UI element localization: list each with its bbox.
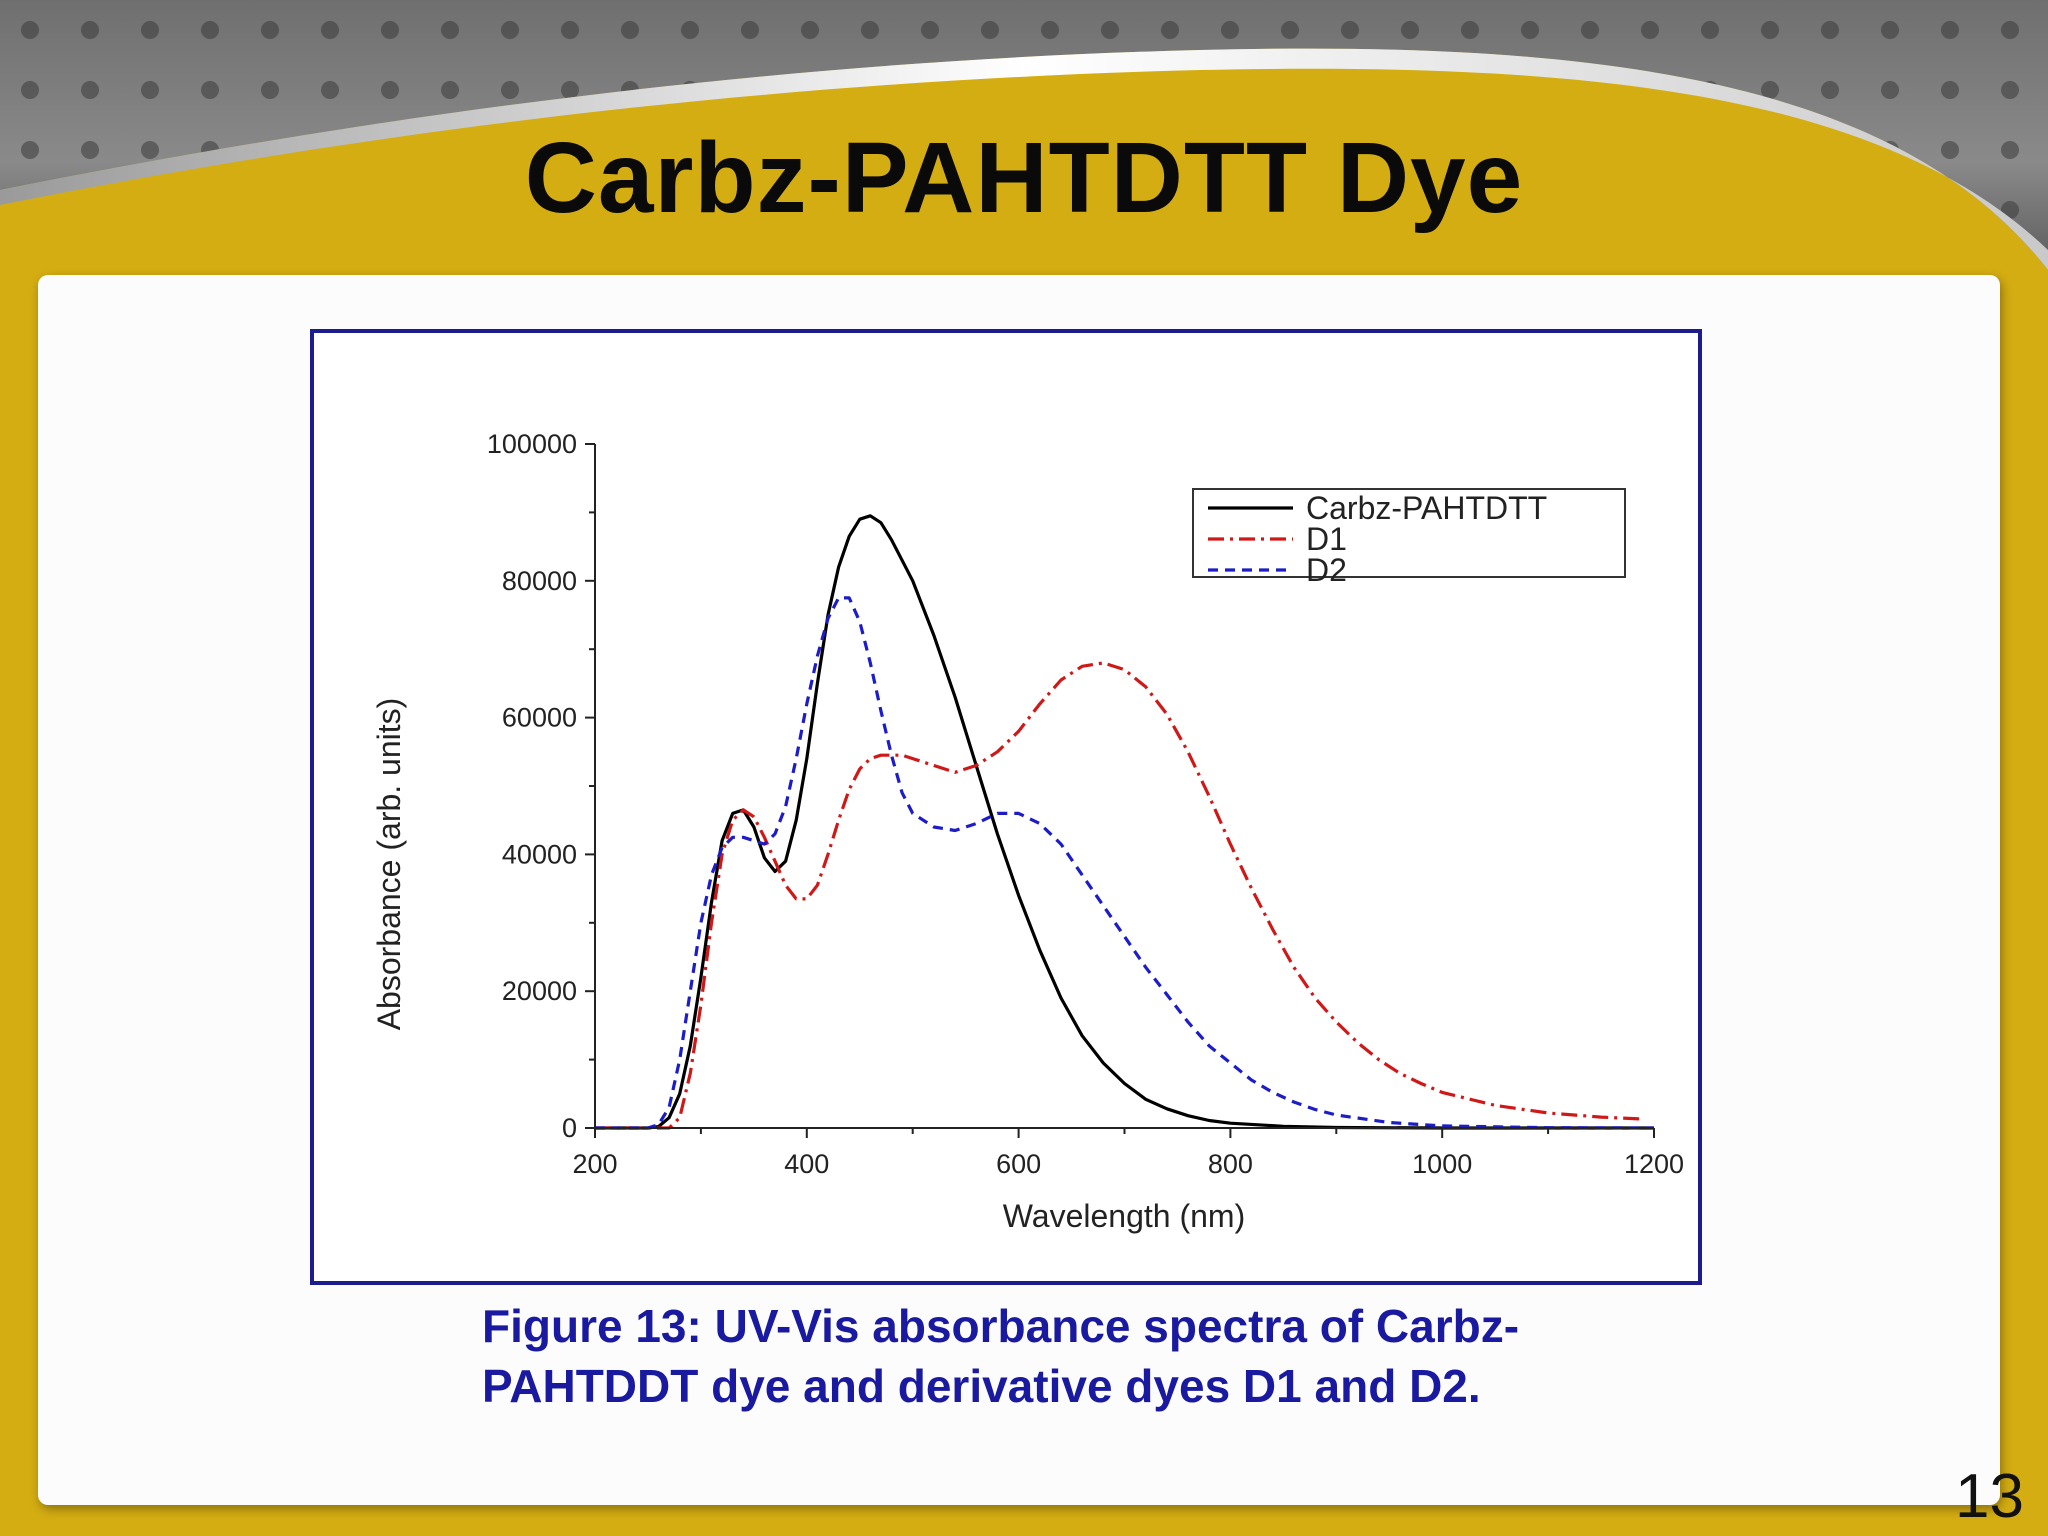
figure-caption: Figure 13: UV-Vis absorbance spectra of … bbox=[482, 1296, 1812, 1416]
legend-label: D1 bbox=[1306, 521, 1347, 557]
y-axis-title: Absorbance (arb. units) bbox=[371, 698, 407, 1031]
x-tick-label: 600 bbox=[996, 1149, 1041, 1179]
x-tick-label: 200 bbox=[572, 1149, 617, 1179]
y-tick-label: 100000 bbox=[487, 429, 577, 459]
chart-frame: 200 400 600 800 1000 1200 0 20000 40000 60000 8000… bbox=[310, 329, 1702, 1285]
caption-line-1: Figure 13: UV-Vis absorbance spectra of … bbox=[482, 1300, 1520, 1352]
x-tick-label: 1200 bbox=[1624, 1149, 1684, 1179]
absorbance-chart: 200 400 600 800 1000 1200 0 20000 40000 60000 8000… bbox=[371, 429, 1684, 1234]
y-tick-label: 20000 bbox=[502, 976, 577, 1006]
legend-label: D2 bbox=[1306, 552, 1347, 588]
x-axis-title: Wavelength (nm) bbox=[1003, 1198, 1245, 1234]
legend-box bbox=[1192, 488, 1626, 578]
x-tick-label: 400 bbox=[784, 1149, 829, 1179]
x-tick-label: 800 bbox=[1208, 1149, 1253, 1179]
y-tick-label: 80000 bbox=[502, 566, 577, 596]
y-tick-label: 0 bbox=[562, 1113, 577, 1143]
y-tick-label: 40000 bbox=[502, 839, 577, 869]
series-line-carbz-pahtdtt bbox=[595, 514, 1654, 1130]
series-line-d2 bbox=[595, 596, 1655, 1130]
x-tick-label: 1000 bbox=[1412, 1149, 1472, 1179]
series-line-d1 bbox=[595, 661, 1644, 1130]
slide-header-banner bbox=[0, 0, 2048, 300]
y-tick-label: 60000 bbox=[502, 703, 577, 733]
page-number: 13 bbox=[1955, 1462, 2024, 1531]
caption-line-2: PAHTDDT dye and derivative dyes D1 and D… bbox=[482, 1360, 1481, 1412]
legend-label: Carbz-PAHTDTT bbox=[1306, 490, 1547, 526]
slide-title: Carbz-PAHTDTT Dye bbox=[524, 122, 1524, 234]
